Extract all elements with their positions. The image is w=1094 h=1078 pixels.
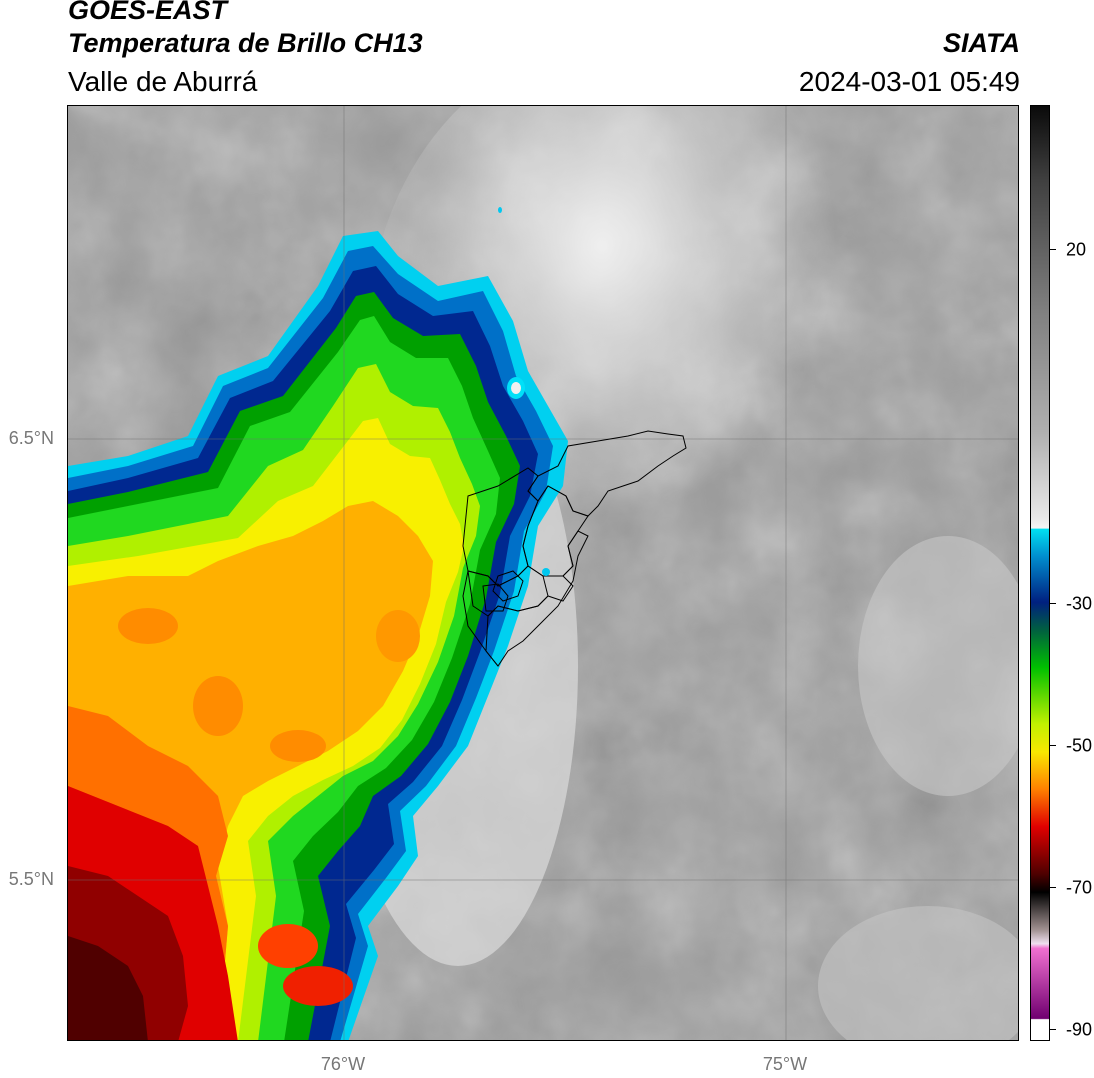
- colorbar-label-minus-70: -70: [1066, 877, 1093, 898]
- lat-label-6-5: 6.5°N: [8, 428, 54, 448]
- small-cold-spot-2: [542, 568, 550, 576]
- colorbar-tick: [1050, 887, 1056, 888]
- satellite-map[interactable]: [67, 105, 1019, 1041]
- light-patch-east: [858, 536, 1018, 796]
- gridlines: [68, 106, 1018, 1040]
- lon-label-75: 75°W: [762, 1054, 808, 1074]
- colorbar-label-minus-90: -90: [1066, 1019, 1093, 1040]
- temperature-colorbar: [1030, 105, 1050, 1041]
- colorbar-tick: [1050, 1029, 1056, 1030]
- lon-label-76: 76°W: [320, 1054, 366, 1074]
- organization-label: SIATA: [943, 28, 1020, 58]
- municipality-boundaries: [462, 430, 687, 667]
- colorbar-label-minus-50: -50: [1066, 735, 1093, 756]
- colorbar-label-20: 20: [1066, 239, 1087, 260]
- lat-label-5-5: 5.5°N: [8, 869, 54, 889]
- cold-cloud-system: [68, 231, 568, 1040]
- timestamp-label: 2024-03-01 05:49: [798, 66, 1020, 97]
- colorbar-tick: [1050, 745, 1056, 746]
- small-cold-spot: [498, 207, 502, 213]
- colorbar-gradient: [1031, 106, 1049, 1040]
- colorbar-label-minus-30: -30: [1066, 593, 1093, 614]
- light-patch-southeast: [818, 906, 1018, 1040]
- satellite-title: GOES-EAST: [68, 0, 228, 25]
- map-canvas: [68, 106, 1018, 1040]
- product-title: Temperatura de Brillo CH13: [68, 28, 423, 58]
- region-subtitle: Valle de Aburrá: [68, 66, 258, 97]
- colorbar-tick: [1050, 249, 1056, 250]
- colorbar-tick: [1050, 603, 1056, 604]
